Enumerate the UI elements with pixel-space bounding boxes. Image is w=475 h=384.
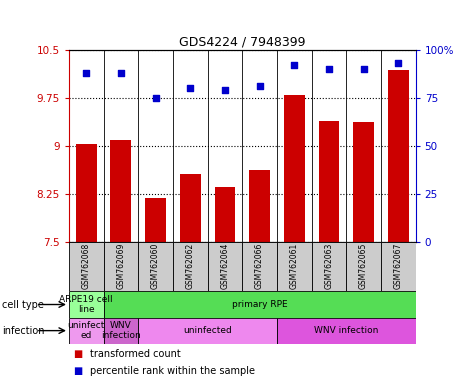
- Bar: [111, 140, 131, 242]
- Text: GSM762067: GSM762067: [394, 242, 403, 289]
- Point: [221, 87, 229, 93]
- Text: infection: infection: [2, 326, 45, 336]
- Bar: [319, 121, 339, 242]
- Bar: [145, 198, 166, 242]
- Text: GSM762061: GSM762061: [290, 242, 299, 289]
- Bar: [277, 242, 312, 291]
- Text: GSM762064: GSM762064: [220, 242, 229, 289]
- Bar: [69, 291, 104, 318]
- Text: GSM762062: GSM762062: [186, 242, 195, 289]
- Point: [360, 66, 368, 72]
- Bar: [242, 242, 277, 291]
- Point: [152, 94, 160, 101]
- Point: [117, 70, 124, 76]
- Bar: [277, 318, 416, 344]
- Text: GSM762068: GSM762068: [82, 242, 91, 289]
- Text: GSM762066: GSM762066: [255, 242, 264, 289]
- Text: WNV infection: WNV infection: [314, 326, 379, 335]
- Bar: [312, 242, 346, 291]
- Text: cell type: cell type: [2, 300, 44, 310]
- Bar: [381, 242, 416, 291]
- Bar: [208, 242, 242, 291]
- Text: ■: ■: [74, 366, 83, 376]
- Bar: [249, 170, 270, 242]
- Bar: [76, 144, 96, 242]
- Point: [325, 66, 332, 72]
- Text: GSM762069: GSM762069: [116, 242, 125, 289]
- Bar: [138, 318, 277, 344]
- Text: ARPE19 cell
line: ARPE19 cell line: [59, 295, 113, 314]
- Title: GDS4224 / 7948399: GDS4224 / 7948399: [179, 35, 305, 48]
- Point: [83, 70, 90, 76]
- Text: transformed count: transformed count: [90, 349, 181, 359]
- Bar: [173, 242, 208, 291]
- Text: primary RPE: primary RPE: [232, 300, 287, 309]
- Text: GSM762063: GSM762063: [324, 242, 333, 289]
- Point: [186, 85, 194, 91]
- Text: WNV
infection: WNV infection: [101, 321, 141, 340]
- Bar: [69, 318, 104, 344]
- Bar: [388, 70, 408, 242]
- Point: [394, 60, 402, 66]
- Text: GSM762060: GSM762060: [151, 242, 160, 289]
- Bar: [138, 242, 173, 291]
- Bar: [346, 242, 381, 291]
- Bar: [69, 242, 104, 291]
- Text: percentile rank within the sample: percentile rank within the sample: [90, 366, 255, 376]
- Bar: [104, 242, 138, 291]
- Bar: [353, 122, 374, 242]
- Text: GSM762065: GSM762065: [359, 242, 368, 289]
- Point: [291, 62, 298, 68]
- Bar: [180, 174, 200, 242]
- Bar: [284, 95, 304, 242]
- Bar: [104, 318, 138, 344]
- Text: uninfect
ed: uninfect ed: [67, 321, 105, 340]
- Point: [256, 83, 264, 89]
- Bar: [215, 187, 235, 242]
- Text: ■: ■: [74, 349, 83, 359]
- Text: uninfected: uninfected: [183, 326, 232, 335]
